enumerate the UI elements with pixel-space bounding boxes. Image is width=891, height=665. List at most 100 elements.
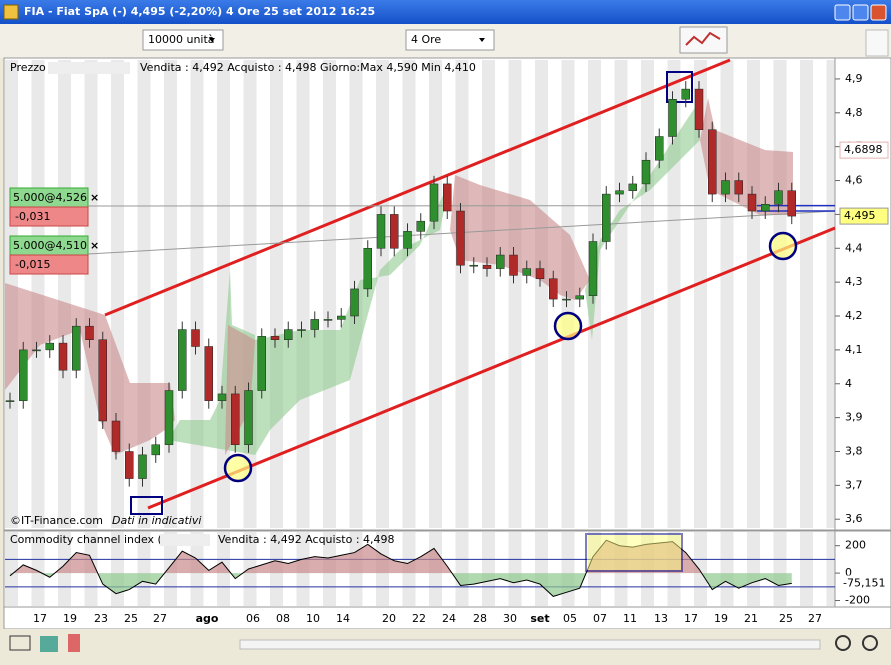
candle <box>59 343 67 370</box>
y-tick-label: 4,6 <box>845 174 863 187</box>
candle <box>6 401 14 402</box>
x-tick-label: 19 <box>714 612 728 625</box>
x-tick-label: 07 <box>593 612 607 625</box>
y-tick-label: -200 <box>845 594 870 607</box>
x-tick-label: 10 <box>306 612 320 625</box>
x-tick-label: 28 <box>473 612 487 625</box>
price-quote: Vendita : 4,492 Acquisto : 4,498 Giorno:… <box>140 61 476 74</box>
x-tick-label: 30 <box>503 612 517 625</box>
x-tick-label: 27 <box>808 612 822 625</box>
source: ©IT-Finance.com <box>10 514 103 527</box>
candle <box>523 269 531 276</box>
delete-button[interactable] <box>68 634 80 652</box>
candle <box>245 391 253 445</box>
order-pl: -0,015 <box>15 258 50 271</box>
candle <box>761 204 769 211</box>
x-tick-label: 08 <box>276 612 290 625</box>
candle <box>682 89 690 99</box>
price-title: Prezzo <box>10 61 46 74</box>
candle <box>377 214 385 248</box>
candle <box>351 289 359 316</box>
candle <box>417 221 425 231</box>
x-tick-label: 17 <box>33 612 47 625</box>
y-tick-label: 3,9 <box>845 411 863 424</box>
y-tick-label: 4 <box>845 377 852 390</box>
x-tick-label: 17 <box>684 612 698 625</box>
candle <box>589 242 597 296</box>
x-tick-label: 05 <box>563 612 577 625</box>
panel-icons[interactable] <box>48 62 130 74</box>
candle <box>231 394 239 445</box>
x-tick-label: 13 <box>654 612 668 625</box>
candle <box>324 319 332 320</box>
x-tick-label: 21 <box>744 612 758 625</box>
close-order: × <box>90 191 99 204</box>
disclaimer: Dati in indicativi <box>112 514 201 527</box>
side-button[interactable] <box>866 30 888 56</box>
order-label: 5.000@4,510 <box>13 239 87 252</box>
candle <box>483 265 491 268</box>
close-button[interactable] <box>871 5 886 20</box>
y-tick-label: 4,4 <box>845 241 863 254</box>
candle <box>443 184 451 211</box>
candle <box>655 137 663 161</box>
candle <box>496 255 504 269</box>
candle <box>192 330 200 347</box>
candle <box>616 191 624 194</box>
x-tick-label: ago <box>196 612 219 625</box>
app-icon <box>4 5 18 19</box>
candle <box>311 319 319 329</box>
candle <box>629 184 637 191</box>
candle <box>695 89 703 130</box>
panel-icons[interactable] <box>160 534 210 546</box>
y-tick-label: 3,6 <box>845 512 863 525</box>
x-tick-label: 27 <box>153 612 167 625</box>
touch-circle <box>225 455 251 481</box>
candle <box>602 194 610 241</box>
close-order: × <box>90 239 99 252</box>
candle <box>563 299 571 300</box>
y-tick-label: 4,2 <box>845 309 863 322</box>
candle <box>258 336 266 390</box>
candle <box>430 184 438 221</box>
cci-quote: Vendita : 4,492 Acquisto : 4,498 <box>218 533 395 546</box>
candle <box>298 330 306 331</box>
minimize-button[interactable] <box>835 5 850 20</box>
y-tick-label: 200 <box>845 539 866 552</box>
window-title: FIA - Fiat SpA (-) 4,495 (-2,20%) 4 Ore … <box>24 5 375 18</box>
candle <box>390 214 398 248</box>
candle <box>72 326 80 370</box>
candle <box>86 326 94 340</box>
candle <box>788 191 796 216</box>
price-marker-label: 4,6898 <box>844 143 883 156</box>
table-button[interactable] <box>40 636 58 652</box>
x-tick-label: 25 <box>124 612 138 625</box>
y-tick-label: 3,7 <box>845 478 863 491</box>
x-tick-label: 22 <box>412 612 426 625</box>
candle <box>708 130 716 194</box>
candle <box>549 279 557 299</box>
order-label: 5.000@4,526 <box>13 191 87 204</box>
y-tick-label: 4,8 <box>845 106 863 119</box>
candle <box>205 346 213 400</box>
cci-title: Commodity channel index (20) <box>10 533 180 546</box>
candle <box>748 194 756 211</box>
candle <box>669 99 677 136</box>
scrollbar[interactable] <box>240 640 820 649</box>
candle <box>99 340 107 421</box>
candle <box>775 191 783 205</box>
candle <box>178 330 186 391</box>
last-label: -75,151 <box>843 576 885 589</box>
x-tick-label: 25 <box>779 612 793 625</box>
y-tick-label: 4,3 <box>845 275 863 288</box>
touch-circle <box>555 313 581 339</box>
x-tick-label: set <box>530 612 549 625</box>
candle <box>470 265 478 266</box>
candle <box>337 316 345 319</box>
maximize-button[interactable] <box>853 5 868 20</box>
quantity-value: 10000 unità <box>148 33 215 46</box>
touch-circle <box>770 233 796 259</box>
x-tick-label: 14 <box>336 612 350 625</box>
